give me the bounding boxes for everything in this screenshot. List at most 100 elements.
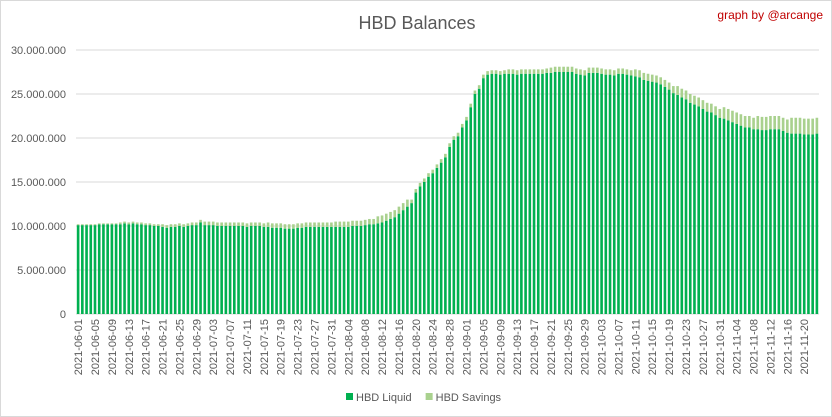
bar-hbd-savings (81, 224, 84, 226)
bar-hbd-liquid (233, 226, 236, 314)
bar-hbd-liquid (612, 75, 616, 315)
x-tick-label: 2021-07-15 (259, 319, 271, 375)
bar-hbd-liquid (596, 72, 599, 314)
bar-hbd-liquid (228, 226, 232, 314)
bar-hbd-liquid (363, 225, 367, 314)
bar-hbd-savings (195, 222, 198, 226)
bar-hbd-savings (359, 220, 363, 226)
x-tick-label: 2021-07-19 (276, 319, 288, 375)
bar-hbd-savings (608, 69, 612, 75)
bar-hbd-liquid (672, 93, 675, 315)
bar-hbd-liquid (89, 225, 93, 314)
legend-swatch (425, 393, 433, 400)
y-tick-label: 30.000.000 (11, 45, 66, 57)
bar-hbd-liquid (178, 226, 181, 314)
bar-hbd-savings (460, 123, 464, 128)
bar-hbd-liquid (710, 112, 713, 314)
bar-hbd-liquid (195, 225, 198, 314)
bar-hbd-savings (131, 221, 135, 224)
bar-hbd-savings (667, 82, 671, 90)
bar-hbd-liquid (300, 227, 304, 314)
bar-hbd-liquid (562, 72, 565, 314)
bar-hbd-savings (574, 68, 578, 74)
bar-hbd-liquid (608, 74, 612, 314)
bar-hbd-liquid (220, 226, 223, 314)
bar-hbd-savings (262, 223, 266, 227)
bar-hbd-liquid (469, 107, 473, 314)
bar-hbd-savings (427, 173, 430, 177)
bar-hbd-savings (764, 116, 768, 131)
bar-hbd-liquid (444, 157, 447, 314)
bar-hbd-liquid (249, 226, 253, 314)
bar-hbd-liquid (380, 222, 384, 314)
bar-hbd-liquid (722, 118, 726, 314)
bar-hbd-savings (444, 153, 447, 158)
bar-hbd-savings (617, 68, 620, 74)
bar-hbd-liquid (663, 86, 667, 315)
bar-hbd-liquid (574, 73, 578, 314)
bar-hbd-liquid (325, 226, 329, 314)
bar-hbd-liquid (536, 73, 540, 314)
bar-hbd-liquid (376, 223, 380, 314)
bar-hbd-savings (722, 107, 726, 119)
bar-hbd-liquid (418, 186, 422, 314)
bar-hbd-liquid (262, 226, 266, 314)
bar-hbd-liquid (642, 79, 646, 314)
x-tick-label: 2021-10-07 (613, 319, 625, 375)
bar-hbd-liquid (558, 72, 561, 314)
bar-hbd-liquid (321, 226, 325, 314)
bar-hbd-savings (558, 66, 561, 72)
bar-hbd-savings (169, 224, 173, 227)
bar-hbd-liquid (389, 218, 392, 314)
x-tick-label: 2021-10-03 (597, 319, 609, 375)
bar-hbd-savings (161, 224, 164, 227)
x-tick-label: 2021-10-27 (698, 319, 710, 375)
bar-hbd-liquid (718, 117, 722, 314)
bar-hbd-liquid (456, 136, 460, 314)
bar-hbd-liquid (203, 225, 207, 314)
bar-hbd-liquid (688, 102, 692, 314)
bar-hbd-liquid (439, 162, 443, 314)
bar-hbd-liquid (283, 228, 287, 314)
bar-hbd-liquid (414, 192, 418, 314)
bar-hbd-liquid (743, 127, 747, 314)
bar-hbd-savings (612, 70, 616, 76)
bar-hbd-liquid (254, 226, 257, 314)
bar-hbd-liquid (650, 81, 654, 315)
bar-hbd-liquid (190, 225, 194, 314)
bar-hbd-savings (127, 222, 131, 225)
x-tick-label: 2021-08-24 (428, 319, 440, 375)
bar-hbd-liquid (127, 224, 131, 314)
bar-hbd-liquid (714, 115, 717, 315)
bar-hbd-liquid (579, 74, 582, 314)
bar-hbd-savings (89, 224, 93, 226)
bar-hbd-savings (241, 222, 245, 226)
bar-hbd-liquid (431, 173, 435, 314)
bar-hbd-savings (406, 199, 409, 207)
bar-hbd-liquid (110, 224, 114, 314)
bar-hbd-liquid (292, 228, 295, 314)
bar-hbd-savings (254, 222, 257, 226)
bar-hbd-savings (342, 221, 346, 227)
bar-hbd-savings (422, 178, 426, 182)
bar-hbd-savings (701, 100, 705, 109)
bar-hbd-liquid (756, 129, 760, 314)
bar-hbd-savings (245, 223, 249, 227)
bar-hbd-savings (199, 219, 202, 223)
bar-hbd-liquid (815, 133, 819, 314)
bar-hbd-savings (549, 67, 553, 73)
bar-hbd-liquid (211, 225, 215, 314)
bar-hbd-liquid (406, 206, 409, 314)
bar-hbd-savings (178, 223, 181, 226)
bar-hbd-savings (465, 116, 468, 121)
bar-hbd-savings (275, 223, 278, 228)
bar-hbd-savings (182, 224, 185, 227)
bar-hbd-savings (106, 223, 109, 225)
bar-hbd-liquid (676, 94, 679, 314)
bar-hbd-liquid (157, 226, 160, 314)
bar-hbd-savings (270, 223, 274, 228)
bar-hbd-savings (173, 224, 177, 227)
bar-hbd-savings (748, 116, 751, 128)
bar-hbd-savings (769, 116, 772, 130)
y-tick-label: 20.000.000 (11, 133, 66, 145)
